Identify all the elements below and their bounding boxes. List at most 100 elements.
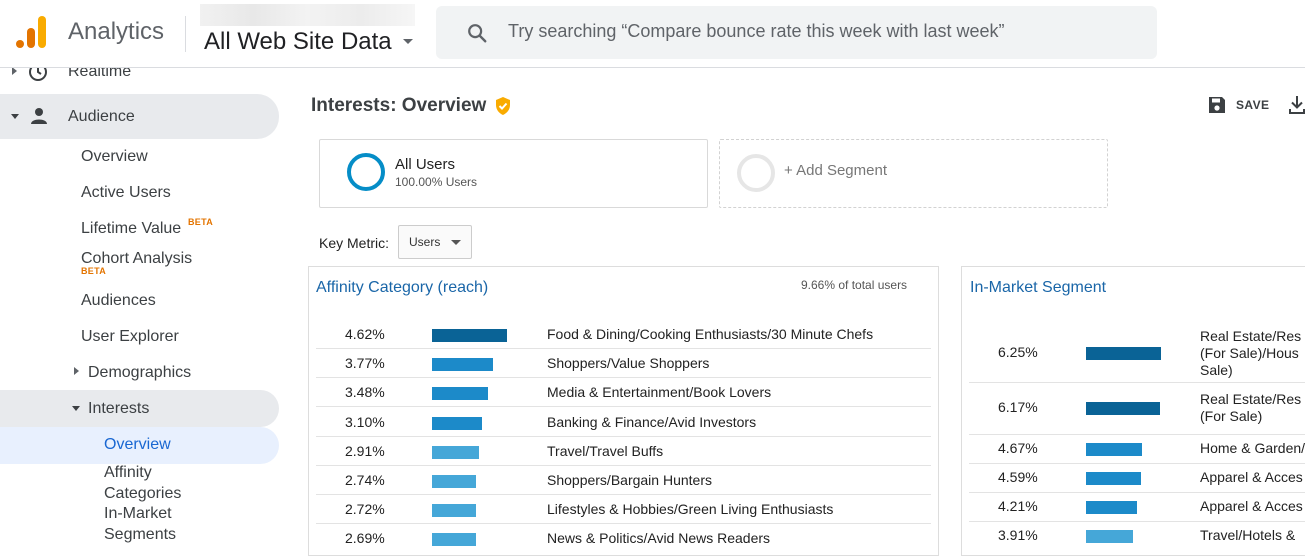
in-market-row-percent: 6.25% xyxy=(998,344,1038,360)
in-market-row-bar xyxy=(1086,471,1142,485)
in-market-row-label-line: Apparel & Acces xyxy=(1200,469,1303,485)
in-market-row-label[interactable]: Real Estate/Res (For Sale) xyxy=(1200,391,1301,425)
analytics-logo-icon[interactable] xyxy=(16,16,48,49)
affinity-row-percent: 3.48% xyxy=(345,384,385,401)
in-market-row-bar xyxy=(1086,500,1137,514)
affinity-row-percent: 2.69% xyxy=(345,530,385,547)
in-market-row-label[interactable]: Home & Garden/ xyxy=(1200,440,1305,457)
in-market-row-label-line: Apparel & Acces xyxy=(1200,498,1303,514)
affinity-row-bar xyxy=(432,387,489,401)
in-market-row-label[interactable]: Real Estate/Res (For Sale)/Hous Sale) xyxy=(1200,328,1301,379)
affinity-row-label[interactable]: Shoppers/Bargain Hunters xyxy=(547,472,712,488)
sidebar-item-affinity[interactable]: Affinity xyxy=(104,464,152,481)
segment-name: All Users xyxy=(395,156,456,173)
beta-badge: BETA xyxy=(188,217,214,227)
affinity-row-bar xyxy=(432,329,507,342)
search-icon[interactable] xyxy=(466,22,488,44)
segment-ring-icon xyxy=(347,153,385,191)
row-divider xyxy=(316,406,931,408)
in-market-row-percent: 4.59% xyxy=(998,468,1038,485)
affinity-row-label[interactable]: News & Politics/Avid News Readers xyxy=(547,530,771,547)
sidebar-item-interests[interactable]: Interests xyxy=(88,400,150,417)
sidebar-item-segments[interactable]: Segments xyxy=(104,526,177,543)
sidebar-item-audience-bg[interactable] xyxy=(0,94,279,139)
row-divider xyxy=(316,523,931,525)
in-market-panel-title[interactable]: In-Market Segment xyxy=(970,279,1107,296)
in-market-row-label[interactable]: Apparel & Acces xyxy=(1200,498,1303,515)
sidebar-item-overview[interactable]: Overview xyxy=(81,148,148,165)
affinity-row-label[interactable]: Food & Dining/Cooking Enthusiasts/30 Min… xyxy=(547,326,874,342)
expand-arrow-icon[interactable] xyxy=(12,68,17,75)
row-divider xyxy=(316,377,931,379)
sidebar-item-realtime[interactable]: Realtime xyxy=(68,68,132,80)
affinity-row-label[interactable]: Travel/Travel Buffs xyxy=(547,442,664,459)
row-divider xyxy=(316,464,931,466)
sidebar-item-interests-bg[interactable] xyxy=(0,390,279,427)
sidebar-item-lifetime-value[interactable]: Lifetime Value xyxy=(81,220,182,237)
report-header xyxy=(290,68,1305,136)
in-market-row-bar xyxy=(1086,347,1161,360)
affinity-row-percent: 2.91% xyxy=(345,442,385,459)
sidebar-item-interests-overview[interactable]: Overview xyxy=(104,436,171,453)
clock-icon xyxy=(29,68,47,81)
sidebar-item-user-explorer[interactable]: User Explorer xyxy=(81,328,179,345)
person-icon xyxy=(31,108,47,124)
sidebar-item-active-users[interactable]: Active Users xyxy=(81,184,171,201)
in-market-row-label-line: Real Estate/Res xyxy=(1200,327,1302,344)
in-market-row-bar xyxy=(1086,529,1133,543)
sidebar-item-cohort-analysis[interactable]: Cohort Analysis xyxy=(81,250,193,267)
sidebar-item-interests-overview-bg[interactable] xyxy=(0,427,279,464)
save-button[interactable]: SAVE xyxy=(1236,98,1270,112)
sidebar-item-in-market[interactable]: In-Market xyxy=(104,505,172,522)
sidebar-item-audience[interactable]: Audience xyxy=(68,108,135,125)
left-nav: Realtime Audience Overview Active Users … xyxy=(0,68,290,548)
download-icon[interactable] xyxy=(1288,95,1305,115)
sidebar-item-audiences[interactable]: Audiences xyxy=(81,292,156,309)
in-market-row-label[interactable]: Travel/Hotels & xyxy=(1200,527,1295,544)
in-market-row-label-line: Sale) xyxy=(1200,361,1233,378)
collapse-arrow-icon[interactable] xyxy=(11,114,19,119)
affinity-row-bar xyxy=(432,504,477,518)
row-divider xyxy=(316,348,931,349)
sidebar-item-affinity-categories[interactable]: Categories xyxy=(104,485,182,502)
key-metric-value[interactable]: Users xyxy=(409,235,441,249)
chevron-down-icon[interactable] xyxy=(451,240,461,245)
in-market-row-bar xyxy=(1086,402,1161,415)
affinity-panel-title[interactable]: Affinity Category (reach) xyxy=(316,279,489,296)
verified-shield-icon[interactable] xyxy=(494,96,512,116)
affinity-row-bar xyxy=(432,416,483,430)
search-bar[interactable] xyxy=(436,6,1157,59)
property-selector[interactable]: All Web Site Data xyxy=(204,28,392,55)
affinity-row-label[interactable]: Banking & Finance/Avid Investors xyxy=(547,413,757,430)
empty-segment-ring-icon xyxy=(737,154,775,192)
row-divider xyxy=(969,463,1305,464)
row-divider xyxy=(969,521,1305,522)
account-name-redacted xyxy=(200,4,415,26)
affinity-row-percent: 2.74% xyxy=(345,472,385,488)
affinity-panel xyxy=(308,266,939,556)
search-input[interactable]: Try searching “Compare bounce rate this … xyxy=(508,21,1005,41)
in-market-row-label[interactable]: Apparel & Acces xyxy=(1200,469,1303,486)
add-segment-button[interactable]: + Add Segment xyxy=(784,162,887,179)
affinity-row-label[interactable]: Media & Entertainment/Book Lovers xyxy=(547,384,772,401)
expand-arrow-icon[interactable] xyxy=(74,367,79,375)
affinity-total-note: 9.66% of total users xyxy=(801,278,908,292)
in-market-row-percent: 4.21% xyxy=(998,497,1038,514)
in-market-row-percent: 3.91% xyxy=(998,526,1038,543)
save-icon[interactable] xyxy=(1208,96,1226,114)
in-market-row-label-line: Real Estate/Res xyxy=(1200,391,1302,407)
sidebar-item-demographics[interactable]: Demographics xyxy=(88,364,192,381)
affinity-row-bar xyxy=(432,475,477,488)
affinity-row-bar xyxy=(432,533,476,547)
chevron-down-icon[interactable] xyxy=(403,39,413,44)
affinity-row-label[interactable]: Lifestyles & Hobbies/Green Living Enthus… xyxy=(547,501,834,518)
affinity-row-percent: 2.72% xyxy=(345,501,385,518)
row-divider xyxy=(316,494,931,495)
collapse-arrow-icon[interactable] xyxy=(72,406,80,411)
app-name: Analytics xyxy=(68,18,165,45)
affinity-row-label[interactable]: Shoppers/Value Shoppers xyxy=(547,355,710,372)
add-segment-card[interactable] xyxy=(719,139,1108,208)
row-divider xyxy=(969,492,1305,493)
top-app-bar: Analytics All Web Site Data Try searchin… xyxy=(0,0,1305,68)
row-divider xyxy=(316,435,931,437)
